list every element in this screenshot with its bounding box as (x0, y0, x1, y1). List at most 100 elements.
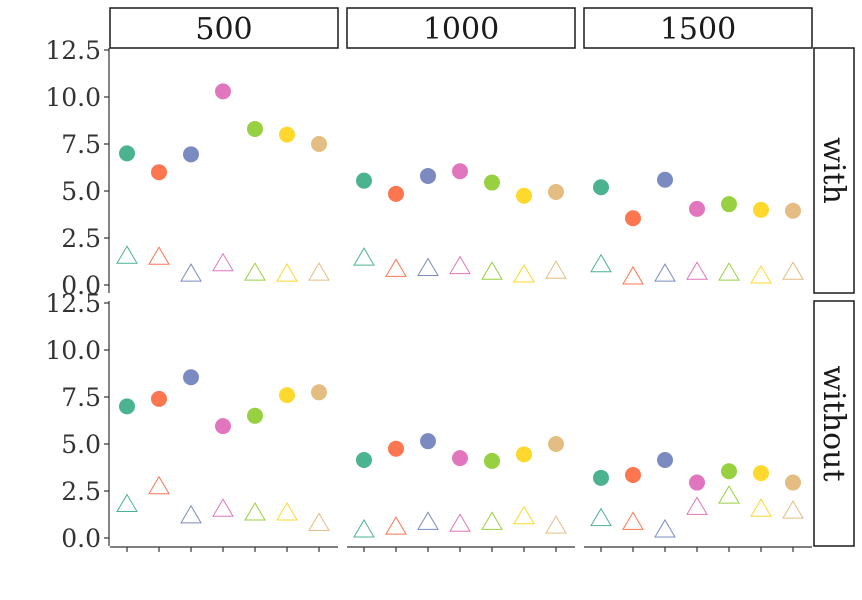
point-triangle-open-without-1000-5 (481, 511, 503, 530)
point-triangle-open-with-500-2 (148, 246, 170, 265)
point-circle-filled-without-1500-6 (753, 465, 769, 482)
point-triangle-open-with-1000-6 (513, 264, 535, 283)
point-triangle-open-without-1500-3 (654, 518, 676, 538)
point-circle-filled-without-1500-7 (785, 474, 801, 491)
strip-label-row-without: without (816, 365, 851, 481)
strip-box-col-1500 (583, 7, 813, 49)
point-circle-filled-with-1500-3 (657, 171, 673, 188)
strip-label-row-with: with (816, 137, 851, 204)
point-circle-filled-with-1000-7 (548, 183, 564, 200)
point-circle-filled-with-1000-6 (516, 187, 532, 204)
point-circle-filled-with-1000-2 (388, 185, 404, 202)
y-tick-label-with-2: 5.0 (61, 177, 101, 206)
point-triangle-open-with-1500-7 (782, 261, 804, 280)
point-triangle-open-without-500-5 (244, 502, 266, 521)
point-triangle-open-without-500-2 (148, 475, 170, 495)
point-circle-filled-with-1000-5 (484, 174, 500, 191)
y-tick-label-with-0: 0.0 (61, 271, 101, 300)
point-circle-filled-with-1000-4 (452, 163, 468, 180)
point-circle-filled-with-500-4 (215, 83, 231, 100)
point-triangle-open-without-1500-4 (686, 496, 708, 515)
point-circle-filled-without-1000-4 (452, 450, 468, 467)
point-triangle-open-with-1000-7 (545, 260, 567, 279)
point-triangle-open-with-1500-3 (654, 263, 676, 282)
point-triangle-open-with-1500-5 (718, 262, 740, 281)
point-triangle-open-with-500-7 (308, 262, 330, 281)
strip-label-col-500: 500 (195, 12, 252, 47)
point-circle-filled-without-500-5 (247, 407, 263, 424)
y-tick-label-without-4: 10.0 (45, 336, 101, 365)
point-triangle-open-without-1500-5 (718, 485, 740, 504)
point-circle-filled-without-500-7 (311, 384, 327, 401)
point-triangle-open-without-1000-4 (449, 513, 471, 532)
point-triangle-open-with-1000-4 (449, 255, 471, 275)
strip-box-col-500 (109, 7, 339, 49)
point-circle-filled-with-500-7 (311, 136, 327, 152)
y-tick-label-without-5: 12.5 (45, 289, 101, 318)
point-circle-filled-without-500-6 (279, 387, 295, 404)
strip-box-row-without (813, 300, 855, 547)
strip-label-col-1500: 1500 (660, 12, 736, 47)
point-triangle-open-without-1500-2 (622, 511, 644, 530)
y-tick-label-with-3: 7.5 (61, 130, 101, 159)
point-circle-filled-without-1000-1 (356, 451, 372, 468)
point-triangle-open-with-500-6 (276, 263, 298, 282)
point-circle-filled-with-1500-5 (721, 196, 737, 213)
point-triangle-open-without-1000-1 (353, 518, 375, 538)
point-triangle-open-without-1000-3 (417, 511, 439, 530)
point-triangle-open-without-500-4 (212, 498, 234, 517)
point-triangle-open-with-500-3 (180, 263, 202, 282)
point-circle-filled-without-1500-3 (657, 451, 673, 468)
point-circle-filled-without-500-2 (151, 390, 167, 407)
point-circle-filled-with-1500-4 (689, 200, 705, 217)
point-circle-filled-without-500-3 (183, 369, 199, 386)
point-circle-filled-without-1000-3 (420, 433, 436, 450)
point-triangle-open-without-1000-7 (545, 515, 567, 534)
point-triangle-open-without-1500-6 (750, 498, 772, 517)
y-tick-label-without-1: 2.5 (61, 477, 101, 506)
point-circle-filled-without-1000-5 (484, 452, 500, 469)
point-circle-filled-without-1000-6 (516, 446, 532, 463)
point-triangle-open-without-1500-1 (590, 507, 612, 527)
strip-box-row-with (813, 47, 855, 294)
point-triangle-open-without-500-7 (308, 512, 330, 531)
point-triangle-open-with-1500-6 (750, 265, 772, 284)
point-triangle-open-with-500-4 (212, 252, 234, 272)
point-circle-filled-with-500-1 (119, 145, 135, 162)
point-circle-filled-with-1500-1 (593, 179, 609, 196)
point-circle-filled-without-1000-2 (388, 440, 404, 457)
point-triangle-open-with-1500-2 (622, 265, 644, 285)
point-triangle-open-without-500-6 (276, 502, 298, 521)
point-circle-filled-with-500-6 (279, 126, 295, 143)
point-circle-filled-with-1000-3 (420, 167, 436, 184)
point-triangle-open-without-1500-7 (782, 500, 804, 519)
point-triangle-open-with-1000-5 (481, 261, 503, 280)
point-triangle-open-with-500-5 (244, 262, 266, 281)
y-tick-label-with-5: 12.5 (45, 36, 101, 65)
point-circle-filled-with-1000-1 (356, 172, 372, 189)
point-circle-filled-with-1500-6 (753, 201, 769, 218)
point-triangle-open-with-1000-2 (385, 258, 407, 277)
point-circle-filled-with-1500-7 (785, 202, 801, 219)
y-tick-label-without-0: 0.0 (61, 524, 101, 553)
point-circle-filled-without-500-1 (119, 398, 135, 415)
point-triangle-open-without-500-3 (180, 504, 202, 524)
point-circle-filled-with-500-5 (247, 120, 263, 137)
point-triangle-open-with-1000-3 (417, 257, 439, 276)
point-triangle-open-without-1000-2 (385, 516, 407, 535)
point-circle-filled-without-500-4 (215, 418, 231, 435)
point-triangle-open-without-500-1 (116, 493, 138, 513)
point-triangle-open-with-1500-4 (686, 261, 708, 280)
point-circle-filled-with-1500-2 (625, 210, 641, 227)
point-circle-filled-without-1500-2 (625, 467, 641, 484)
point-circle-filled-without-1500-4 (689, 474, 705, 491)
point-circle-filled-without-1500-1 (593, 469, 609, 486)
y-tick-label-with-1: 2.5 (61, 224, 101, 253)
strip-box-col-1000 (346, 7, 576, 49)
point-circle-filled-with-500-3 (183, 146, 199, 163)
y-tick-label-without-2: 5.0 (61, 430, 101, 459)
y-tick-label-with-4: 10.0 (45, 83, 101, 112)
point-circle-filled-without-1500-5 (721, 463, 737, 480)
point-circle-filled-with-500-2 (151, 164, 167, 181)
